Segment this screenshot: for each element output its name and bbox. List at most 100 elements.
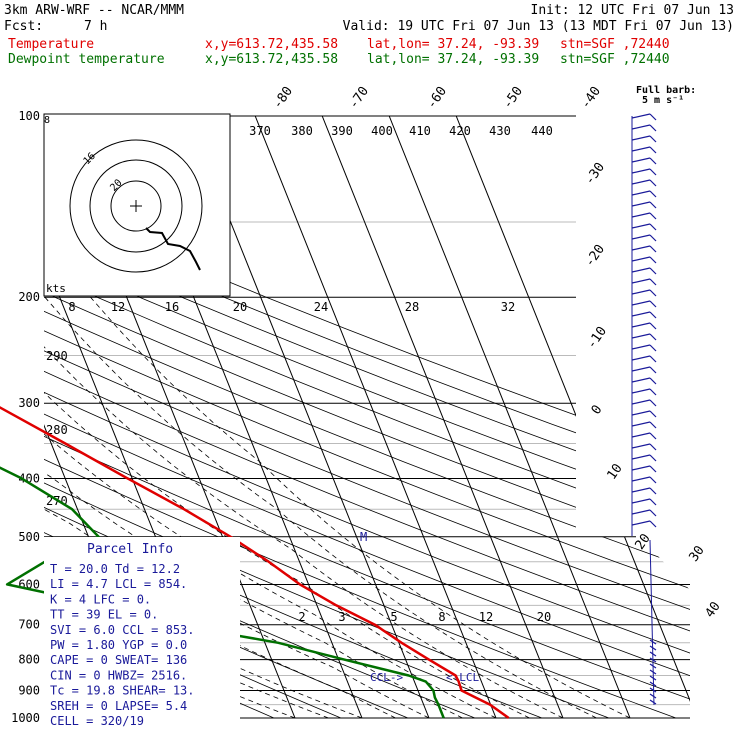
wind-barb — [631, 487, 657, 495]
parcel-row: Tc = 19.8 SHEAR= 13. — [50, 684, 195, 698]
pressure-label-100: 100 — [18, 109, 40, 123]
pressure-label-700: 700 — [18, 618, 40, 632]
wind-barb-low — [649, 699, 657, 705]
mixing-ratio-label-32: 32 — [501, 300, 515, 314]
isotherm-top-label--50: -50 — [500, 84, 526, 112]
isotherm-right-label-40: 40 — [702, 599, 723, 620]
pressure-label-400: 400 — [18, 471, 40, 485]
isotherm-20 — [254, 116, 497, 718]
dew-legend-latlon: lat,lon= 37.24, -93.39 — [367, 52, 539, 67]
parcel-row: SVI = 6.0 CCL = 853. — [50, 623, 195, 637]
wind-barb — [631, 212, 657, 220]
wind-barb — [631, 410, 657, 418]
dry-adiabat-330 — [44, 116, 690, 718]
wind-barb-low — [649, 693, 657, 699]
dry-adiabat-380 — [44, 116, 690, 718]
dry-adiabat-410 — [44, 116, 690, 718]
parcel-row: CAPE = 0 SWEAT= 136 — [50, 653, 187, 667]
fcst-label: Fcst: — [4, 19, 43, 34]
hodograph-ring-middle — [89, 159, 183, 253]
pressure-label-900: 900 — [18, 683, 40, 697]
wind-barb — [631, 377, 657, 385]
mixing-ratio-label-16: 16 — [165, 300, 179, 314]
isotherm-right-label--30: -30 — [582, 160, 608, 188]
isotherm-right-label--20: -20 — [582, 242, 608, 270]
temp-legend-name: Temperature — [8, 37, 94, 52]
valid-time: Valid: 19 UTC Fri 07 Jun 13 (13 MDT Fri … — [343, 19, 734, 34]
wind-barbs — [631, 113, 657, 706]
wind-barb — [631, 388, 657, 396]
wind-barb — [631, 520, 657, 528]
hodograph-ring-label-0: 8 — [44, 115, 50, 126]
wind-barb — [631, 421, 657, 429]
mixing-ratio-low-label-20: 20 — [537, 610, 551, 624]
theta-label-410: 410 — [409, 124, 431, 138]
fcst-value: 7 h — [84, 19, 107, 34]
isotherm-top-label--80: -80 — [270, 84, 296, 112]
dry-adiabat-360 — [44, 116, 690, 718]
barb-legend-line1: Full barb: — [636, 85, 696, 96]
pressure-label-200: 200 — [18, 290, 40, 304]
wind-barb — [631, 322, 657, 330]
temp-legend-xy: x,y=613.72,435.58 — [205, 37, 338, 52]
parcel-row: CELL = 320/19 — [50, 714, 144, 728]
parcel-row: K = 4 LFC = 0. — [50, 592, 151, 606]
dry-adiabat-450 — [44, 116, 690, 718]
dry-adiabat-430 — [44, 116, 690, 718]
theta-label-400: 400 — [371, 124, 393, 138]
wind-barb — [631, 157, 657, 165]
wind-barb — [631, 223, 657, 231]
init-time: Init: 12 UTC Fri 07 Jun 13 — [531, 3, 735, 18]
isotherm-top-label--60: -60 — [424, 84, 450, 112]
hodograph-kts-label: kts — [46, 282, 66, 295]
dew-legend-name: Dewpoint temperature — [8, 52, 165, 67]
hodograph: 8 16 20 kts — [43, 113, 231, 297]
parcel-row: SREH = 0 LAPSE= 5.4 — [50, 699, 187, 713]
dry-adiabat-440 — [44, 116, 690, 718]
hodograph-ring-inner — [110, 180, 162, 232]
mixing-ratio-low-label-3: 3 — [338, 610, 345, 624]
dry-adiabat-340 — [44, 116, 690, 718]
parcel-row: LI = 4.7 LCL = 854. — [50, 577, 187, 591]
wind-barb — [631, 135, 657, 143]
mixing-ratio-low-label-2: 2 — [298, 610, 305, 624]
theta-left-label-280: 280 — [46, 423, 68, 437]
isotherm-top-label--40: -40 — [578, 84, 604, 112]
isotherm-right-label-10: 10 — [604, 461, 625, 482]
wind-barb — [631, 443, 657, 451]
mixing-ratio-label-24: 24 — [314, 300, 328, 314]
mixing-ratio-label-8: 8 — [68, 300, 75, 314]
wind-barb — [631, 465, 657, 473]
isotherm-right-label-30: 30 — [686, 543, 707, 564]
dry-adiabat-400 — [44, 116, 690, 718]
wind-barb — [631, 509, 657, 517]
isotherm-50 — [455, 116, 690, 718]
mixing-ratio-label-20: 20 — [233, 300, 247, 314]
theta-label-390: 390 — [331, 124, 353, 138]
wind-barb — [631, 267, 657, 275]
isotherm-right-label--10: -10 — [584, 324, 610, 352]
profile-traces — [0, 406, 510, 720]
wind-barb — [631, 124, 657, 132]
mixing-ratio-low-label-12: 12 — [479, 610, 493, 624]
pressure-label-300: 300 — [18, 396, 40, 410]
hodograph-center-icon — [130, 200, 142, 212]
mixing-ratio-low-label-8: 8 — [438, 610, 445, 624]
wind-barb — [631, 300, 657, 308]
mixing-ratio-label-28: 28 — [405, 300, 419, 314]
wind-barb — [631, 168, 657, 176]
hodograph-ring-outer — [69, 139, 203, 273]
mixing-ratio-low-label-5: 5 — [390, 610, 397, 624]
wind-barb — [631, 454, 657, 462]
dew-legend-stn: stn=SGF ,72440 — [560, 52, 670, 67]
theta-label-420: 420 — [449, 124, 471, 138]
wind-barb — [631, 399, 657, 407]
parcel-row: PW = 1.80 YGP = 0.0 — [50, 638, 187, 652]
theta-label-380: 380 — [291, 124, 313, 138]
theta-left-label-290: 290 — [46, 349, 68, 363]
wind-barb — [631, 432, 657, 440]
wind-barb — [631, 344, 657, 352]
isotherm-right-label-20: 20 — [632, 531, 653, 552]
